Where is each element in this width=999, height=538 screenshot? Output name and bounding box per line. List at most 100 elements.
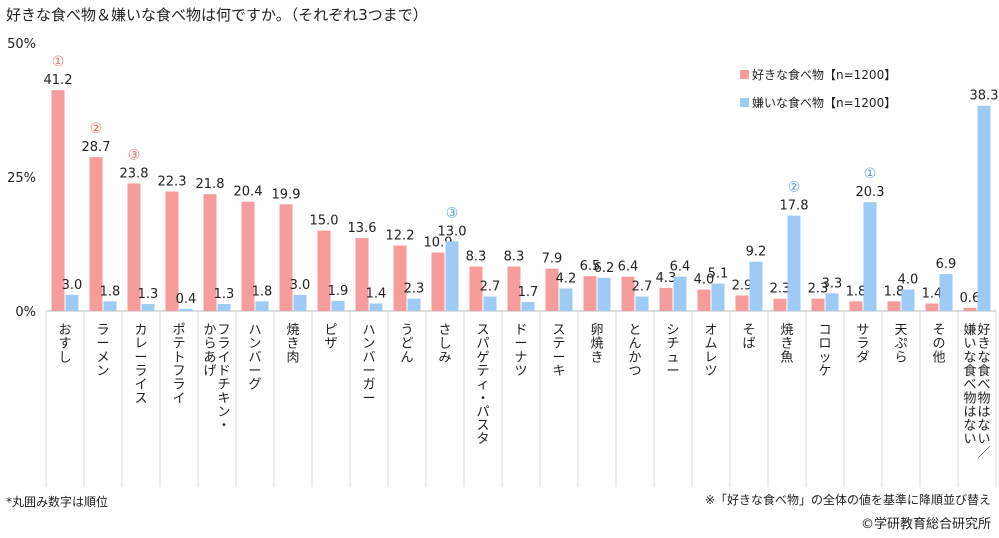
dislike-bar-24 [977,105,991,311]
category-label-21: サラダ [856,323,869,365]
copyright: ©学研教育総合研究所 [860,517,991,532]
like-bar-15 [621,276,635,311]
dislike-bar-13 [559,288,573,311]
footnote-rank-note: *丸囲み数字は順位 [6,495,109,509]
category-label-16: シチュー [666,323,679,379]
dislike-value-label-17: 5.1 [708,267,729,282]
category-label-6: 焼き肉 [286,323,299,365]
like-bar-8 [355,238,369,311]
legend-swatch-1 [740,98,749,107]
category-label-8: ハンバーガー [362,323,375,406]
rank-mark-like-1: ② [90,121,103,137]
category-label-12: ドーナツ [514,323,527,379]
like-value-label-19: 2.3 [770,282,791,297]
like-value-label-16: 4.3 [656,271,677,286]
category-label-20: コロッケ [818,323,831,379]
like-value-label-4: 21.8 [196,177,225,192]
like-value-label-7: 15.0 [310,214,339,229]
legend-label-1: 嫌いな食べ物【n=1200】 [752,95,896,110]
like-bar-14 [583,276,597,311]
like-bar-17 [697,289,711,311]
category-label-14: 卵焼き [590,323,603,365]
like-value-label-10: 10.9 [424,236,453,251]
dislike-bar-16 [673,276,687,311]
dislike-value-label-9: 2.3 [404,282,425,297]
dislike-value-label-6: 3.0 [290,278,311,293]
category-label-10: さしみ [438,323,451,365]
dislike-bar-23 [939,274,953,311]
dislike-value-label-10: 13.0 [438,224,467,239]
dislike-value-label-11: 2.7 [480,280,501,295]
dislike-bar-2 [141,304,155,311]
like-bar-7 [317,230,331,311]
like-bar-0 [51,90,65,311]
dislike-bar-15 [635,296,649,311]
dislike-value-label-16: 6.4 [670,260,691,275]
dislike-value-label-0: 3.0 [62,278,83,293]
like-value-label-9: 12.2 [386,229,415,244]
dislike-bar-0 [65,294,79,311]
dislike-bar-9 [407,298,421,311]
dislike-bar-22 [901,289,915,311]
like-value-label-24: 0.6 [960,291,981,306]
category-label-22: 天ぷら [894,323,907,365]
dislike-bar-8 [369,303,383,311]
like-bar-24 [963,307,977,311]
category-label-9: うどん [400,323,413,365]
like-value-label-20: 2.3 [808,282,829,297]
category-label-4: からあげ [203,323,216,379]
category-label-24: 嫌いな食べ物はない [963,323,976,447]
like-value-label-14: 6.5 [580,259,601,274]
category-label-3: ポテトフライ [172,323,185,406]
like-bar-2 [127,183,141,311]
dislike-bar-19 [787,215,801,311]
like-bar-18 [735,295,749,311]
dislike-value-label-22: 4.0 [898,273,919,288]
legend-label-0: 好きな食べ物【n=1200】 [752,67,896,82]
dislike-value-label-7: 1.9 [328,284,349,299]
like-value-label-1: 28.7 [82,140,111,155]
dislike-bar-4 [217,304,231,311]
category-label-24: 好きな食べ物はない／ [977,323,990,461]
dislike-value-label-21: 20.3 [856,185,885,200]
like-bar-6 [279,204,293,311]
like-value-label-21: 1.8 [846,284,867,299]
dislike-bar-18 [749,261,763,311]
like-bar-19 [773,298,787,311]
like-value-label-12: 8.3 [504,250,525,265]
like-bar-22 [887,301,901,311]
dislike-bar-5 [255,301,269,311]
rank-mark-dislike-19: ② [788,180,801,196]
dislike-value-label-18: 9.2 [746,245,767,260]
category-label-4: フライドチキン・ [217,323,230,434]
dislike-value-label-14: 6.2 [594,261,615,276]
dislike-bar-11 [483,296,497,311]
category-label-5: ハンバーグ [248,323,261,393]
like-value-label-13: 7.9 [542,252,563,267]
category-label-11: スパゲティ・パスタ [476,323,489,447]
chart-title: 好きな食べ物＆嫌いな食べ物は何ですか。（それぞれ3つまで） [6,6,428,24]
dislike-bar-20 [825,293,839,311]
rank-mark-like-0: ① [52,54,65,70]
dislike-bar-1 [103,301,117,311]
category-label-15: とんかつ [628,323,641,379]
like-bar-10 [431,252,445,311]
dislike-value-label-4: 1.3 [214,287,235,302]
dislike-bar-21 [863,202,877,311]
dislike-bar-14 [597,277,611,311]
category-label-13: ステーキ [552,323,565,379]
like-bar-5 [241,201,255,311]
like-bar-4 [203,194,217,311]
dislike-value-label-2: 1.3 [138,287,159,302]
like-bar-20 [811,298,825,311]
y-tick-label: 0% [15,305,36,320]
y-tick-label: 50% [7,37,36,52]
category-label-0: おすし [58,323,71,365]
category-label-7: ピザ [324,323,337,352]
category-label-23: その他 [932,323,945,365]
like-bar-9 [393,245,407,311]
like-value-label-2: 23.8 [120,166,149,181]
dislike-value-label-8: 1.4 [366,286,387,301]
dislike-bar-17 [711,283,725,311]
